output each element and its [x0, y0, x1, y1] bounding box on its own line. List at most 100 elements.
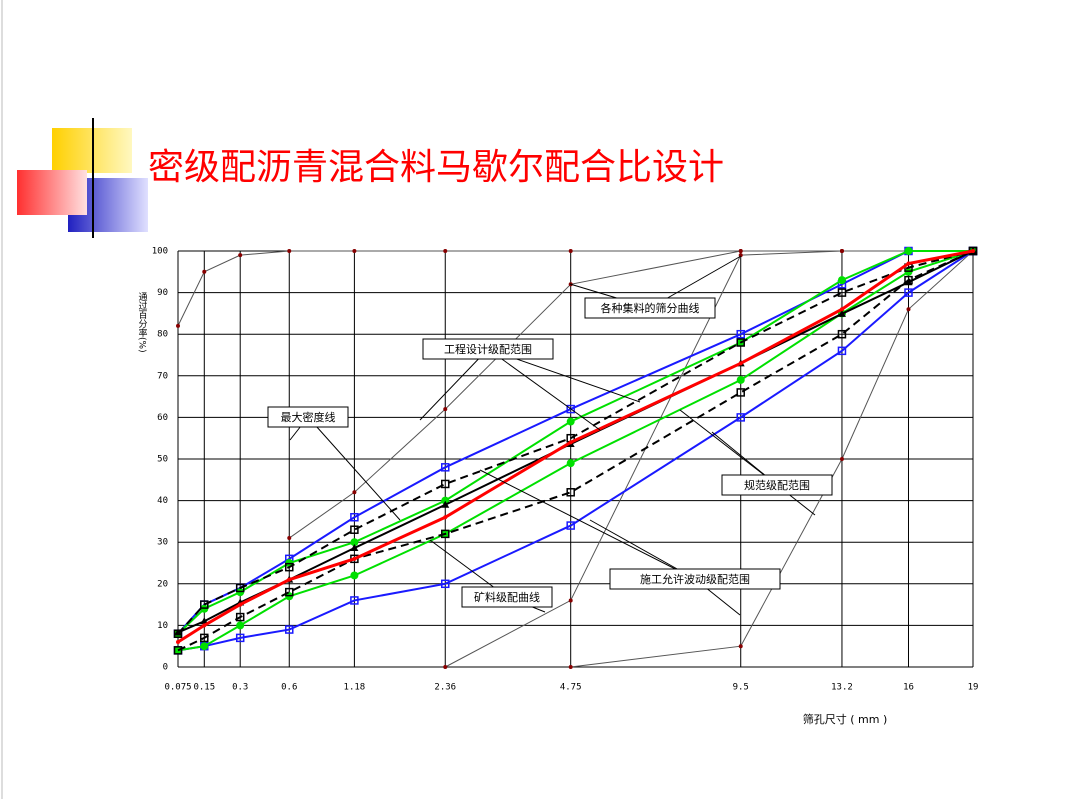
- x-tick-label: 13.2: [831, 683, 853, 693]
- marker: [200, 642, 209, 651]
- marker: [736, 338, 745, 347]
- x-tick-label: 0.6: [281, 683, 297, 693]
- marker: [235, 633, 245, 643]
- callout-line: [679, 409, 778, 486]
- x-tick-label: 0.15: [193, 683, 215, 693]
- marker: [736, 375, 745, 384]
- callout-line: [487, 348, 601, 431]
- callout-box: [422, 338, 554, 360]
- marker: [839, 457, 844, 461]
- marker: [238, 602, 243, 607]
- x-tick-label: 4.75: [560, 683, 582, 693]
- marker: [285, 587, 294, 597]
- callout-line: [479, 469, 696, 580]
- series-line: [177, 250, 974, 635]
- marker: [568, 598, 573, 603]
- x-tick-label: 19: [968, 683, 979, 693]
- marker: [352, 490, 357, 495]
- marker: [173, 646, 183, 655]
- marker: [350, 571, 359, 580]
- marker: [566, 404, 575, 414]
- marker: [568, 665, 573, 669]
- marker: [350, 544, 359, 552]
- marker: [738, 644, 743, 649]
- x-tick-label: 9.5: [733, 683, 749, 693]
- marker: [839, 307, 844, 312]
- y-tick-label: 100: [152, 247, 168, 257]
- annotation: 施工允许波动级配范围: [640, 572, 750, 586]
- marker: [350, 596, 359, 605]
- deco-red: [17, 170, 87, 215]
- marker: [906, 307, 911, 312]
- marker: [837, 346, 847, 356]
- y-tick-label: 20: [157, 579, 168, 589]
- marker: [287, 577, 292, 582]
- marker: [837, 288, 847, 297]
- marker: [202, 623, 207, 628]
- annotation: 最大密度线: [281, 410, 336, 424]
- series-line: [177, 250, 974, 652]
- y-tick-label: 0: [163, 663, 168, 673]
- callout-box: [461, 586, 553, 608]
- marker: [837, 329, 847, 339]
- marker: [285, 562, 294, 572]
- x-tick-label: 0.3: [232, 683, 248, 693]
- marker: [200, 633, 209, 643]
- marker: [200, 617, 209, 625]
- annotation: 规范级配范围: [744, 478, 810, 492]
- marker: [350, 525, 359, 534]
- marker: [287, 249, 292, 253]
- x-axis-label: 筛孔尺寸 ( mm ): [803, 712, 888, 726]
- marker: [443, 249, 448, 253]
- marker: [441, 529, 450, 539]
- marker: [441, 463, 450, 472]
- marker: [443, 665, 448, 669]
- y-tick-label: 50: [157, 455, 168, 465]
- marker: [235, 583, 245, 593]
- marker: [971, 249, 975, 253]
- annotation: 工程设计级配范围: [444, 342, 532, 356]
- marker: [441, 500, 450, 508]
- callout-box: [584, 297, 716, 319]
- marker: [904, 288, 913, 297]
- marker: [568, 440, 573, 445]
- marker: [443, 407, 448, 412]
- callout-box: [721, 474, 833, 496]
- marker: [287, 536, 292, 541]
- marker: [202, 269, 207, 274]
- marker: [441, 496, 450, 505]
- marker: [736, 388, 745, 397]
- marker: [176, 640, 180, 645]
- y-tick-label: 70: [157, 371, 168, 381]
- series-line: [177, 250, 973, 327]
- marker: [352, 249, 357, 253]
- x-tick-label: 1.18: [344, 683, 366, 693]
- marker: [837, 276, 846, 285]
- marker: [566, 521, 575, 530]
- y-tick-label: 80: [157, 330, 168, 340]
- marker: [738, 249, 743, 253]
- marker: [566, 459, 575, 468]
- marker: [736, 413, 745, 422]
- marker: [566, 488, 575, 497]
- callout-box: [609, 568, 781, 590]
- marker: [443, 515, 448, 520]
- marker: [176, 323, 180, 328]
- marker: [904, 247, 913, 255]
- y-axis-label: 通过百分率(%): [137, 292, 148, 353]
- y-tick-label: 90: [157, 288, 168, 298]
- callout-box: [267, 406, 349, 428]
- x-tick-label: 0.075: [164, 683, 191, 693]
- marker: [236, 621, 245, 630]
- marker: [200, 600, 209, 609]
- callout-line: [307, 416, 401, 521]
- marker: [568, 249, 573, 253]
- y-tick-label: 10: [157, 621, 168, 631]
- marker: [837, 309, 846, 317]
- marker: [285, 625, 294, 634]
- marker: [174, 628, 182, 636]
- annotation: 矿料级配曲线: [474, 590, 540, 604]
- marker: [839, 249, 844, 253]
